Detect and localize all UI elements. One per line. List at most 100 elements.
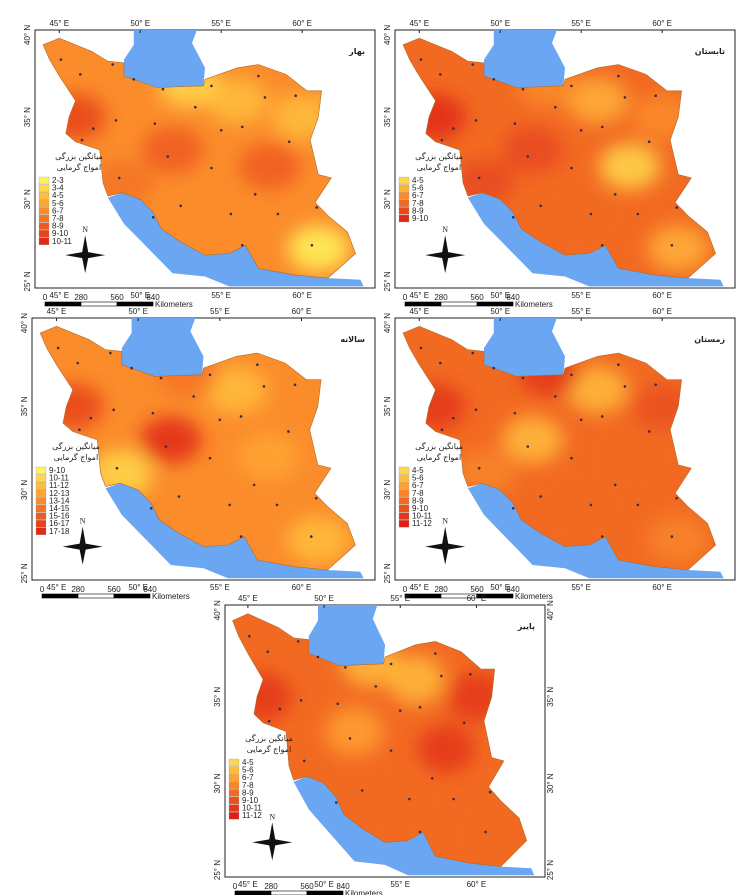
- legend-swatch: [398, 214, 410, 223]
- station: [293, 383, 297, 387]
- legend-label: 7-8: [412, 199, 424, 208]
- legend-label: 10-11: [52, 237, 72, 246]
- station: [314, 496, 318, 500]
- lon-label: 60° E: [467, 880, 487, 889]
- lat-label: 35° N: [23, 107, 32, 127]
- station: [348, 737, 352, 740]
- station: [675, 496, 679, 500]
- map-panel: تابستان 45° E 45° E 50° E 50° E 55° E 55° E 60°…: [383, 19, 736, 309]
- heat-zone: [239, 143, 301, 190]
- station: [452, 797, 455, 801]
- heat-zone: [599, 432, 661, 481]
- scale-label: 0: [40, 585, 45, 594]
- station: [56, 346, 60, 350]
- station: [526, 155, 530, 158]
- lon-label: 50° E: [314, 594, 334, 603]
- legend-title: میانگین بزرگی: [415, 441, 463, 451]
- lon-label: 50° E: [490, 583, 510, 592]
- legend-label: 8-9: [412, 206, 424, 215]
- legend-label: 8-9: [242, 788, 254, 797]
- station: [636, 503, 640, 507]
- lon-label: 60° E: [292, 19, 312, 28]
- north-label: N: [442, 225, 448, 234]
- station: [360, 789, 364, 792]
- legend-label: 4-5: [412, 466, 424, 475]
- scale-label: 0: [43, 293, 48, 302]
- station: [208, 456, 212, 460]
- heat-zone: [462, 810, 521, 860]
- station: [179, 204, 183, 208]
- lon-label: 55° E: [571, 583, 591, 592]
- station: [344, 666, 347, 669]
- heat-zone: [566, 366, 628, 414]
- legend-label: 3-4: [52, 184, 64, 193]
- lon-label: 50° E: [128, 583, 148, 592]
- station: [492, 77, 496, 81]
- lat-label: 25° N: [383, 563, 392, 583]
- station: [389, 662, 393, 666]
- lat-label: 30° N: [546, 773, 555, 793]
- scale-segment: [116, 301, 154, 307]
- scale-segment: [306, 890, 344, 895]
- heat-zone: [188, 482, 251, 531]
- lon-label: 45° E: [49, 19, 69, 28]
- scale-segment: [440, 301, 478, 307]
- station: [471, 63, 475, 66]
- legend-label: 17-18: [49, 527, 70, 536]
- lon-label: 45° E: [49, 291, 69, 300]
- lon-label: 45° E: [409, 19, 429, 28]
- scale-label: 560: [300, 882, 314, 891]
- station: [511, 216, 515, 219]
- station: [408, 797, 411, 801]
- scale-label: 560: [470, 585, 484, 594]
- station: [474, 408, 478, 412]
- station: [132, 77, 136, 81]
- scale-label: 280: [434, 585, 448, 594]
- scale-label: 560: [107, 585, 121, 594]
- lon-label: 45° E: [409, 583, 429, 592]
- station: [302, 759, 306, 763]
- station: [219, 128, 223, 132]
- legend-swatch: [398, 466, 410, 475]
- lon-label: 45° E: [409, 291, 429, 300]
- north-arrow: [62, 526, 103, 565]
- legend-swatch: [228, 781, 240, 789]
- legend-label: 15-16: [49, 512, 70, 521]
- station: [419, 346, 423, 350]
- legend-swatch: [228, 774, 240, 782]
- legend-swatch: [398, 192, 410, 200]
- station: [589, 503, 593, 507]
- station: [570, 373, 573, 377]
- scale-unit: Kilometers: [515, 592, 553, 601]
- heat-zone: [93, 159, 155, 207]
- lat-label: 25° N: [546, 860, 555, 880]
- legend-swatch: [38, 230, 50, 238]
- legend-label: 4-5: [412, 176, 424, 185]
- legend-label: 11-12: [49, 481, 69, 490]
- station: [59, 58, 63, 61]
- station: [600, 535, 604, 538]
- legend-title: میانگین بزرگی: [245, 733, 293, 743]
- station: [263, 96, 267, 99]
- station: [419, 58, 423, 61]
- legend-label: 9-10: [52, 229, 69, 238]
- station: [570, 84, 573, 88]
- legend-title: امواج گرمایی: [54, 452, 98, 462]
- station: [115, 466, 119, 470]
- north-arrow: [425, 526, 466, 565]
- heat-zone: [550, 192, 612, 239]
- station: [474, 119, 478, 122]
- station: [210, 84, 213, 88]
- station: [477, 176, 481, 180]
- station: [389, 749, 393, 752]
- station: [336, 702, 340, 706]
- legend-label: 5-6: [412, 184, 424, 193]
- station: [469, 672, 472, 676]
- station: [439, 73, 442, 76]
- station: [208, 373, 212, 377]
- lat-label: 30° N: [23, 189, 32, 209]
- lat-label: 40° N: [213, 600, 222, 620]
- caspian-sea: [454, 318, 565, 377]
- panel-title: تابستان: [695, 47, 725, 56]
- legend-swatch: [35, 497, 47, 505]
